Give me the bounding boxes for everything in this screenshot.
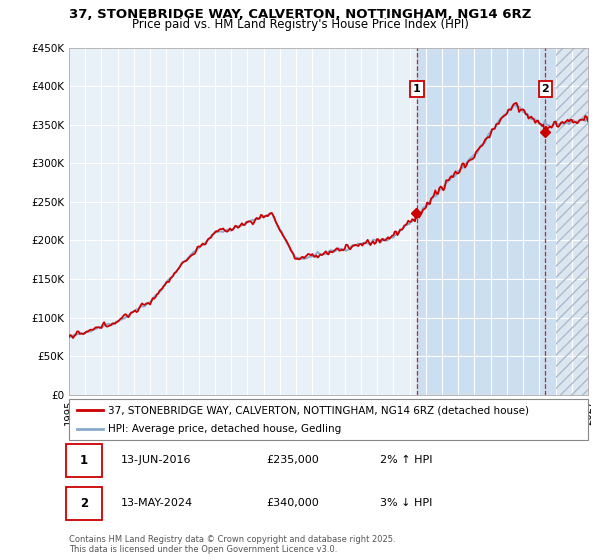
Text: Price paid vs. HM Land Registry's House Price Index (HPI): Price paid vs. HM Land Registry's House … [131, 18, 469, 31]
Bar [417, 48, 556, 395]
Bar [556, 48, 588, 395]
Text: 3% ↓ HPI: 3% ↓ HPI [380, 498, 433, 508]
Bar [556, 48, 588, 395]
FancyBboxPatch shape [67, 487, 101, 520]
FancyBboxPatch shape [67, 444, 101, 477]
Text: 13-MAY-2024: 13-MAY-2024 [121, 498, 193, 508]
Text: 13-JUN-2016: 13-JUN-2016 [121, 455, 191, 465]
Text: HPI: Average price, detached house, Gedling: HPI: Average price, detached house, Gedl… [108, 424, 341, 433]
Text: 1: 1 [413, 84, 421, 94]
Text: 1: 1 [80, 454, 88, 467]
Text: 37, STONEBRIDGE WAY, CALVERTON, NOTTINGHAM, NG14 6RZ: 37, STONEBRIDGE WAY, CALVERTON, NOTTINGH… [69, 8, 531, 21]
Text: £235,000: £235,000 [266, 455, 319, 465]
Text: 2: 2 [80, 497, 88, 510]
Text: 37, STONEBRIDGE WAY, CALVERTON, NOTTINGHAM, NG14 6RZ (detached house): 37, STONEBRIDGE WAY, CALVERTON, NOTTINGH… [108, 405, 529, 415]
Text: £340,000: £340,000 [266, 498, 319, 508]
FancyBboxPatch shape [69, 399, 588, 440]
Text: Contains HM Land Registry data © Crown copyright and database right 2025.
This d: Contains HM Land Registry data © Crown c… [69, 535, 395, 554]
Text: 2: 2 [541, 84, 549, 94]
Text: 2% ↑ HPI: 2% ↑ HPI [380, 455, 433, 465]
